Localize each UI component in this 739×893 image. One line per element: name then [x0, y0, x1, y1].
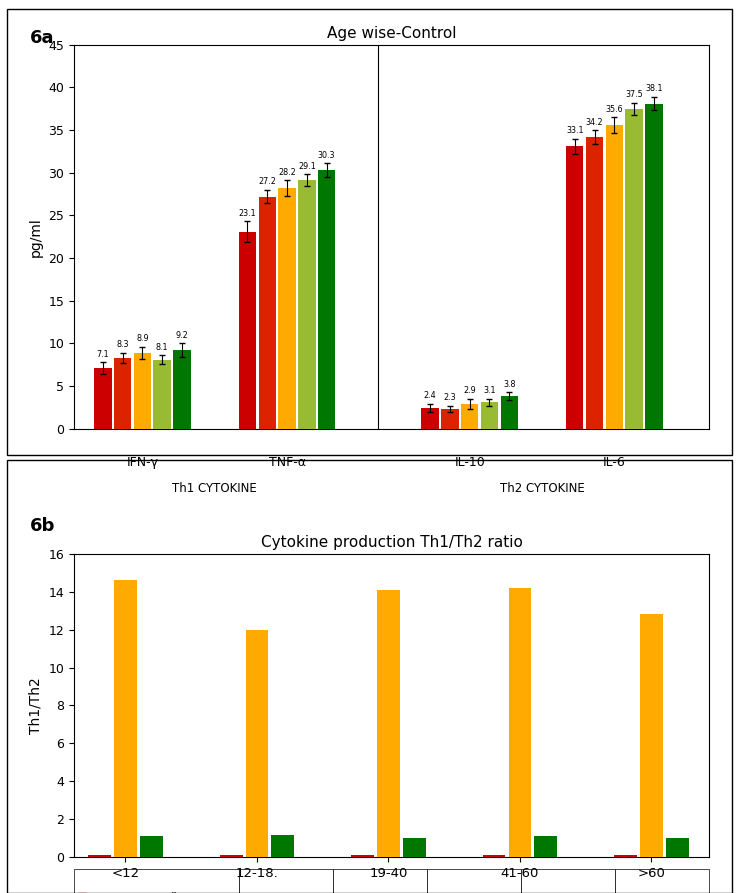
Bar — [298, 180, 316, 429]
Bar — [481, 402, 498, 429]
Text: TNF-α: TNF-α — [268, 456, 305, 469]
Bar — [500, 396, 518, 429]
Bar — [508, 588, 531, 857]
Bar — [645, 104, 663, 429]
Bar — [114, 580, 137, 857]
Bar — [625, 109, 643, 429]
Bar — [461, 404, 478, 429]
Bar — [377, 589, 400, 857]
Bar — [140, 837, 163, 857]
Text: Th1 CYTOKINE: Th1 CYTOKINE — [172, 481, 257, 495]
Text: 34.2: 34.2 — [586, 118, 603, 127]
Text: 9.2: 9.2 — [176, 331, 188, 340]
Text: 38.1: 38.1 — [645, 84, 663, 93]
Bar — [403, 839, 426, 857]
Text: 6b: 6b — [30, 517, 55, 535]
Text: IFN-γ: IFN-γ — [126, 456, 158, 469]
Text: 3.1: 3.1 — [483, 387, 496, 396]
Text: 27.2: 27.2 — [259, 178, 276, 187]
Bar — [605, 125, 623, 429]
Text: 37.5: 37.5 — [625, 90, 643, 99]
Bar — [566, 146, 583, 429]
Title: Age wise-Control: Age wise-Control — [327, 26, 457, 41]
Bar — [640, 614, 663, 857]
Text: IL-6: IL-6 — [603, 456, 626, 469]
Bar — [239, 231, 256, 429]
Text: 30.3: 30.3 — [318, 151, 336, 160]
Text: 2.3: 2.3 — [443, 393, 456, 402]
Bar — [114, 358, 132, 429]
Text: 6a: 6a — [30, 29, 54, 47]
Bar — [318, 170, 336, 429]
Text: 2.9: 2.9 — [463, 387, 476, 396]
Bar — [614, 855, 637, 857]
Text: 8.1: 8.1 — [156, 343, 168, 352]
Bar — [279, 188, 296, 429]
Text: 28.2: 28.2 — [278, 168, 296, 177]
Bar — [441, 409, 459, 429]
Bar — [586, 137, 603, 429]
Legend: <12, 12-18, 19-40, 41-60, >60: <12, 12-18, 19-40, 41-60, >60 — [228, 555, 555, 569]
Bar — [351, 855, 374, 857]
Bar — [534, 837, 557, 857]
Y-axis label: Th1/Th2: Th1/Th2 — [29, 677, 43, 734]
Bar — [483, 855, 505, 857]
Bar — [94, 368, 112, 429]
Text: 3.8: 3.8 — [503, 380, 516, 388]
Text: 23.1: 23.1 — [239, 209, 256, 218]
Bar — [421, 408, 439, 429]
Text: 2.4: 2.4 — [423, 391, 437, 400]
Y-axis label: pg/ml: pg/ml — [29, 217, 43, 256]
Title: Cytokine production Th1/Th2 ratio: Cytokine production Th1/Th2 ratio — [261, 535, 522, 550]
Text: 7.1: 7.1 — [97, 350, 109, 359]
Bar — [245, 630, 268, 857]
Bar — [154, 360, 171, 429]
Text: 33.1: 33.1 — [566, 126, 584, 135]
Bar — [666, 839, 689, 857]
Bar — [134, 353, 151, 429]
Text: 8.3: 8.3 — [116, 340, 129, 349]
Text: 8.9: 8.9 — [136, 334, 149, 343]
Bar — [259, 196, 276, 429]
Text: IL-10: IL-10 — [454, 456, 485, 469]
Bar — [219, 855, 242, 857]
Text: 29.1: 29.1 — [298, 162, 316, 171]
Text: 35.6: 35.6 — [605, 104, 623, 113]
Text: Th2 CYTOKINE: Th2 CYTOKINE — [500, 481, 585, 495]
Bar — [271, 834, 294, 857]
Bar — [89, 855, 111, 857]
Bar — [173, 350, 191, 429]
